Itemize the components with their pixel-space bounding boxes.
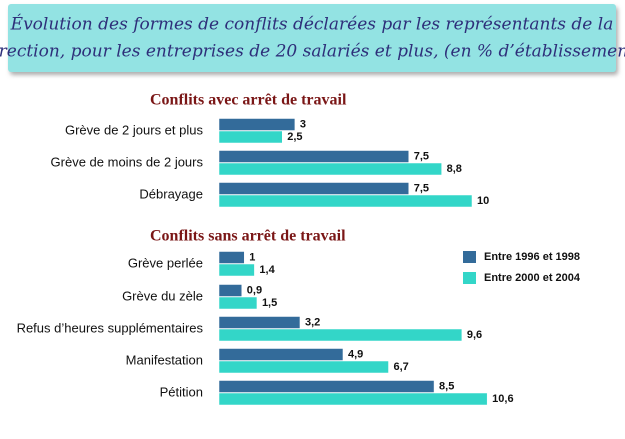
bar xyxy=(218,263,255,277)
value-label: 4,9 xyxy=(348,349,363,361)
bar xyxy=(218,316,301,329)
category-label: Grève de 2 jours et plus xyxy=(65,122,204,137)
value-label: 1 xyxy=(249,252,255,264)
bar xyxy=(218,284,243,297)
category-label: Pétition xyxy=(160,384,203,399)
bar xyxy=(218,118,296,131)
value-label: 0,9 xyxy=(247,285,262,297)
bar xyxy=(218,348,344,361)
bar xyxy=(218,162,442,176)
bar xyxy=(218,392,488,406)
value-label: 1,4 xyxy=(259,264,275,276)
category-label: Grève perlée xyxy=(128,255,203,270)
bar xyxy=(218,182,409,195)
value-label: 7,5 xyxy=(414,183,429,195)
category-label: Refus d’heures supplémentaires xyxy=(17,320,204,335)
legend-label: Entre 2000 et 2004 xyxy=(484,272,581,284)
bar xyxy=(218,328,463,342)
category-label: Grève du zèle xyxy=(122,288,203,303)
value-label: 2,5 xyxy=(287,131,302,143)
category-label: Débrayage xyxy=(139,186,203,201)
bar xyxy=(218,150,409,163)
value-label: 10,6 xyxy=(492,393,513,405)
category-label: Manifestation xyxy=(126,352,203,367)
title-line: Évolution des formes de conflits déclaré… xyxy=(10,14,614,35)
value-label: 3 xyxy=(300,119,306,131)
bar xyxy=(218,130,283,144)
value-label: 8,8 xyxy=(447,163,462,175)
bar xyxy=(218,251,245,264)
value-label: 9,6 xyxy=(467,329,482,341)
title-box xyxy=(8,4,616,72)
panel-title: Conflits sans arrêt de travail xyxy=(150,228,346,245)
legend-swatch xyxy=(463,251,476,263)
value-label: 10 xyxy=(477,195,489,207)
bar xyxy=(218,194,473,208)
panel-title: Conflits avec arrêt de travail xyxy=(150,92,347,109)
bar xyxy=(218,296,258,310)
value-label: 8,5 xyxy=(439,381,454,393)
category-label: Grève de moins de 2 jours xyxy=(51,154,204,169)
value-label: 7,5 xyxy=(414,151,429,163)
value-label: 1,5 xyxy=(262,297,277,309)
bar xyxy=(218,380,435,393)
value-label: 3,2 xyxy=(305,317,320,329)
title-line: direction, pour les entreprises de 20 sa… xyxy=(0,42,625,62)
bar xyxy=(218,360,389,374)
legend-label: Entre 1996 et 1998 xyxy=(484,251,580,263)
legend-swatch xyxy=(463,272,476,284)
value-label: 6,7 xyxy=(394,361,409,373)
